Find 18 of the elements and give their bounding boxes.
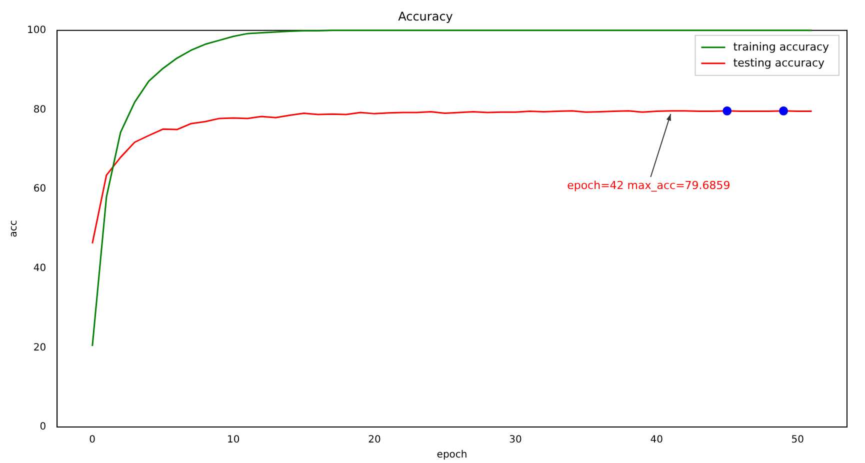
x-tick-label: 20	[368, 434, 381, 446]
y-tick-label: 60	[33, 184, 46, 195]
y-tick-label: 40	[33, 262, 46, 274]
x-tick-label: 30	[509, 434, 522, 446]
y-tick-label: 100	[26, 24, 46, 36]
legend-label: testing accuracy	[733, 56, 826, 70]
annotation: epoch=42 max_acc=79.6859	[567, 178, 730, 192]
y-tick-label: 20	[33, 342, 46, 354]
x-tick-label: 10	[227, 434, 240, 446]
y-tick-label: 80	[33, 104, 46, 116]
y-axis-title: acc	[8, 220, 20, 238]
x-tick-label: 50	[791, 434, 804, 446]
y-tick-label: 0	[40, 422, 46, 433]
x-tick-label: 40	[650, 434, 663, 446]
x-tick-label: 0	[89, 434, 96, 446]
x-axis-title: epoch	[436, 450, 468, 461]
chart-title: Accuracy	[398, 9, 453, 24]
legend-label: training accuracy	[733, 40, 830, 54]
